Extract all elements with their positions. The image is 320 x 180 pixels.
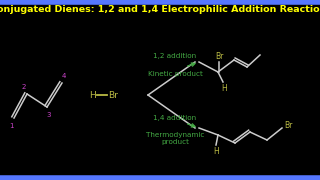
Text: 3: 3 xyxy=(47,112,51,118)
Text: 2: 2 xyxy=(22,84,26,90)
Text: product: product xyxy=(161,139,189,145)
Text: Conjugated Dienes: 1,2 and 1,4 Electrophilic Addition Reactio: Conjugated Dienes: 1,2 and 1,4 Electroph… xyxy=(0,4,320,14)
Text: Br: Br xyxy=(215,52,223,61)
Text: H: H xyxy=(89,91,96,100)
Text: 1,2 addition: 1,2 addition xyxy=(153,53,196,59)
Text: Br: Br xyxy=(284,120,292,129)
Text: H: H xyxy=(221,84,227,93)
Text: H: H xyxy=(213,147,219,156)
Text: 1: 1 xyxy=(9,123,13,129)
Text: 1,4 addition: 1,4 addition xyxy=(153,115,196,121)
Text: Thermodynamic: Thermodynamic xyxy=(146,132,204,138)
Text: Kinetic product: Kinetic product xyxy=(148,71,203,77)
Text: Br: Br xyxy=(108,91,118,100)
Text: 4: 4 xyxy=(62,73,66,79)
